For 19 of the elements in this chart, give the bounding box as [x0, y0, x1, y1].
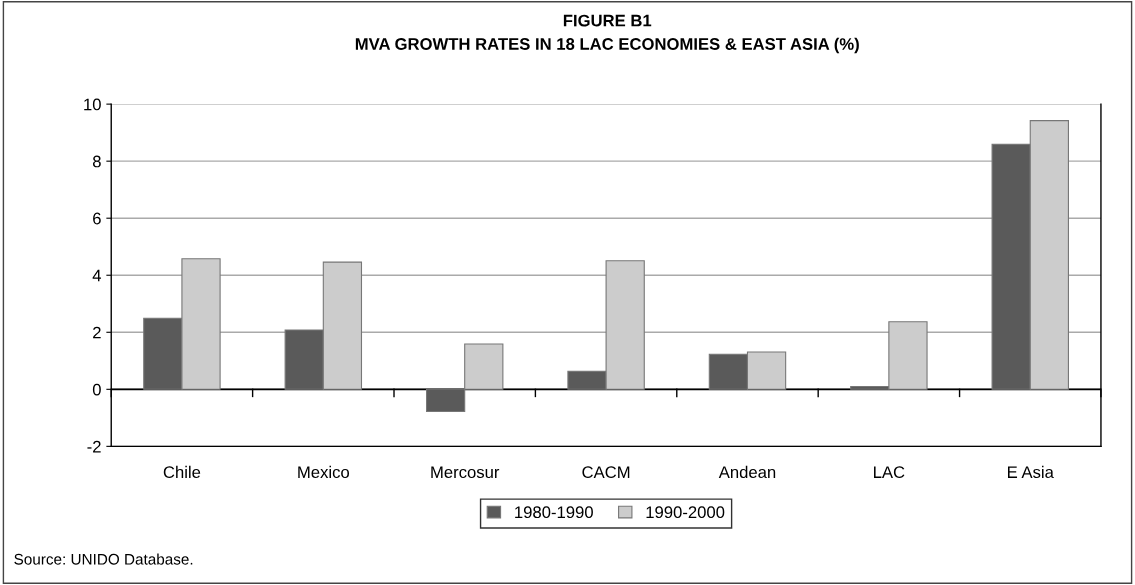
x-tick-label: Andean [718, 465, 776, 479]
y-tick-label: 6 [93, 212, 101, 225]
x-tick-label: CACM [582, 466, 630, 479]
legend-label: 1980-1990 [515, 506, 593, 519]
source-note: Source: UNIDO Database. [14, 553, 193, 565]
x-tick-label: Mexico [298, 465, 350, 479]
y-tick-label: 10 [84, 98, 101, 111]
x-tick-label: Mercosur [431, 466, 500, 479]
x-tick-label: E Asia [1008, 465, 1054, 479]
y-tick-label: 4 [92, 269, 102, 282]
y-tick-label: 8 [92, 155, 101, 168]
x-tick-label: Chile [163, 465, 201, 479]
chart-subtitle: MVA GROWTH RATES IN 18 LAC ECONOMIES & EAST ASIA (%) [355, 37, 859, 54]
y-tick-label: -2 [87, 440, 101, 453]
chart-title: FIGURE B1 [563, 14, 652, 27]
y-tick-label: 0 [92, 383, 101, 396]
x-tick-label: LAC [874, 466, 905, 479]
legend-label: 1990-2000 [646, 506, 725, 519]
y-tick-label: 2 [93, 326, 101, 339]
